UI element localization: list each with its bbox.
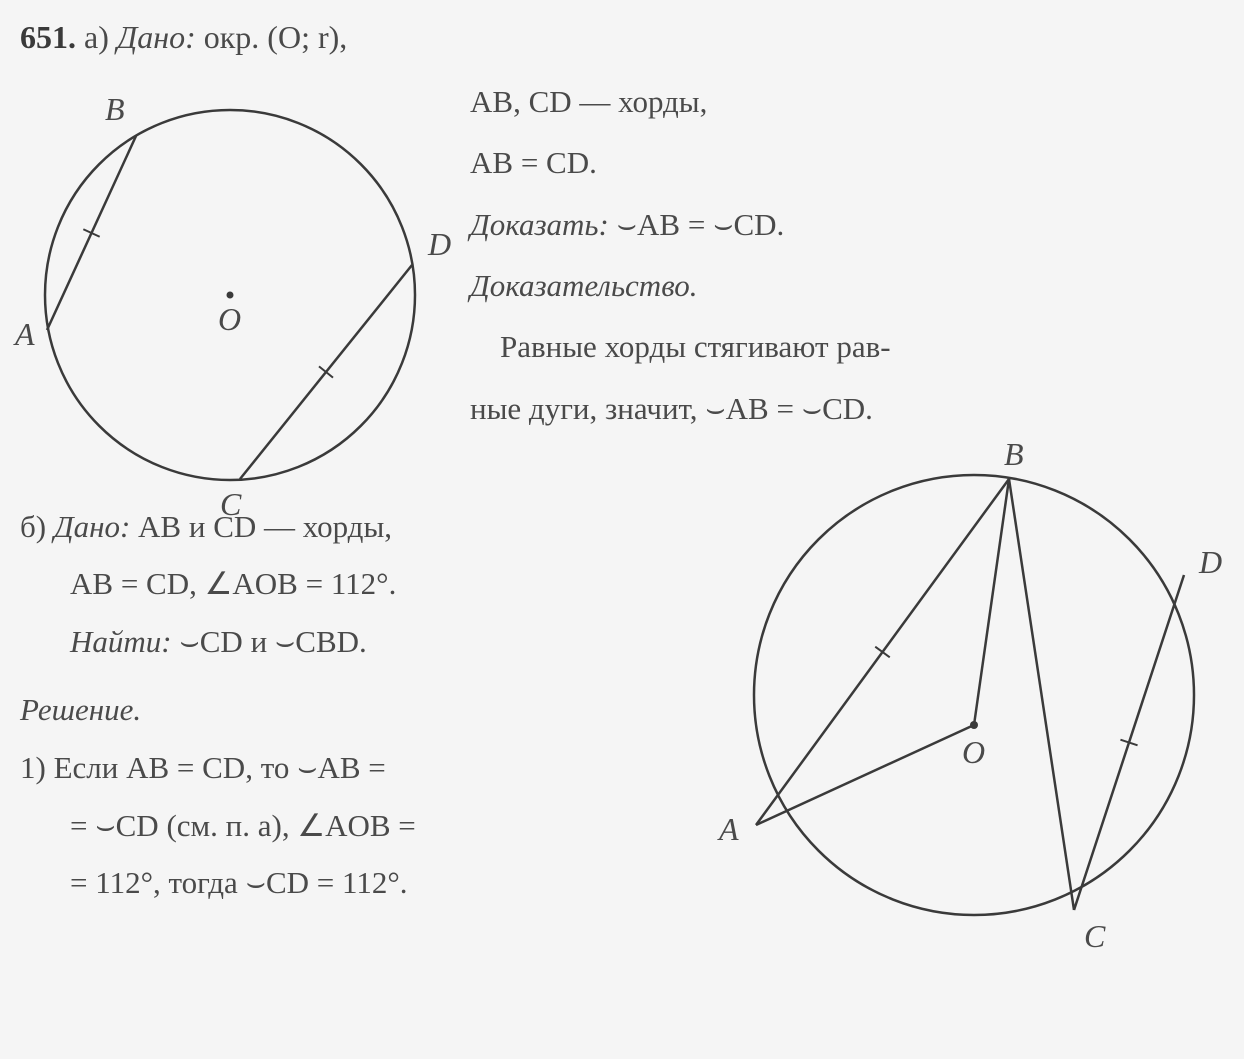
svg-text:B: B [1004,436,1024,472]
svg-text:A: A [717,811,739,847]
a-line2: AB = CD. [470,141,1224,184]
part-a-text: AB, CD — хорды, AB = CD. Доказать: ⌣AB =… [450,70,1224,448]
problem-header: 651. а) Дано: окр. (O; r), [20,15,1224,60]
a-line1: AB, CD — хорды, [470,80,1224,123]
svg-text:D: D [1198,544,1222,580]
svg-text:D: D [427,226,451,262]
svg-text:O: O [218,301,241,337]
step1b: = ⌣CD (см. п. а), ∠AOB = [20,804,640,847]
b-find: Найти: ⌣CD и ⌣CBD. [20,620,640,663]
circle2-svg: A B C D O [724,445,1224,965]
b-header: б) Дано: AB и CD — хорды, [20,505,640,548]
part-a-content: A B C D O AB, CD — хорды, AB = CD. Доказ… [20,70,1224,500]
part-a-prefix: а) [84,19,117,55]
part-b-content: A B C D O б) Дано: AB и CD — хорды, AB =… [20,505,1224,905]
circle1-diagram: A B C D O [20,70,450,500]
circle2-diagram: A B C D O [724,445,1224,945]
header-rest-a: окр. (O; r), [196,19,348,55]
b-line2: AB = CD, ∠AOB = 112°. [20,562,640,605]
svg-text:O: O [962,734,985,770]
proof-label: Доказательство. [470,264,1224,307]
find-rest: ⌣CD и ⌣CBD. [172,624,367,659]
find-label: Найти: [70,624,172,659]
a-dokazat: Доказать: ⌣AB = ⌣CD. [470,203,1224,246]
dano-rest-b: AB и CD — хорды, [130,509,392,544]
part-b-prefix: б) [20,509,54,544]
dokazat-label: Доказать: [470,207,609,242]
part-b-text: б) Дано: AB и CD — хорды, AB = CD, ∠AOB … [20,505,640,905]
proof-line2: ные дуги, значит, ⌣AB = ⌣CD. [470,387,1224,430]
dano-label-a: Дано: [117,19,196,55]
step1c: = 112°, тогда ⌣CD = 112°. [20,861,640,904]
dano-label-b: Дано: [54,509,130,544]
problem-number: 651. [20,19,76,55]
proof-line1: Равные хорды стягивают рав- [470,325,1224,368]
svg-text:A: A [13,316,35,352]
svg-text:B: B [105,91,125,127]
solution-label: Решение. [20,688,640,731]
circle1-svg: A B C D O [20,70,450,520]
step1a: 1) Если AB = CD, то ⌣AB = [20,746,640,789]
dokazat-rest: ⌣AB = ⌣CD. [609,207,784,242]
svg-text:C: C [1084,918,1106,954]
